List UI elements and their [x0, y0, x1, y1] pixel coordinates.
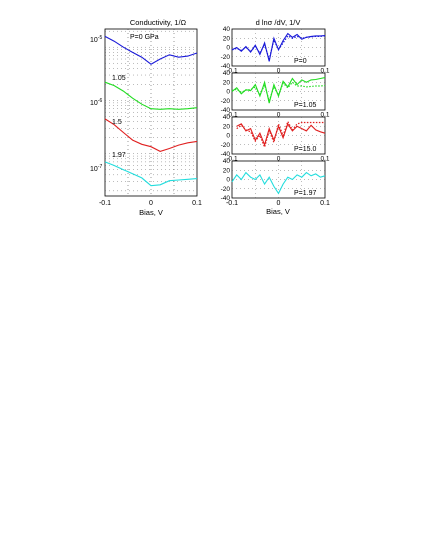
left-series-line-0	[104, 35, 198, 65]
right-x-axis-label: Bias, V	[266, 207, 290, 216]
left-series-label-3: 1.97	[112, 152, 126, 159]
right-panel-0-ytick-0: 40	[223, 26, 231, 33]
right-panel-1-xtick-1: 0	[277, 112, 281, 119]
right-panel-2-series-line	[236, 122, 326, 147]
right-panel-0-ytick-1: 20	[223, 35, 231, 42]
left-x-axis-label: Bias, V	[139, 208, 163, 217]
right-panel-2-xtick-0: -0.1	[226, 156, 238, 163]
left-chart-title: Conductivity, 1/Ω	[130, 18, 187, 27]
right-panel-3-ytick-3: -20	[221, 186, 231, 193]
right-panel-2-xtick-1: 0	[277, 156, 281, 163]
left-series-label-0: P=0 GPa	[130, 34, 159, 41]
right-panel-0-xtick-2: 0.1	[320, 68, 329, 75]
left-xtick-1: 0	[149, 200, 153, 207]
left-ytick-2: 10-7	[90, 164, 102, 173]
right-bottom-xtick-0: -0.1	[226, 200, 238, 207]
left-x-ticks: -0.1 0 0.1	[99, 200, 202, 207]
left-series-label-1: 1.05	[112, 75, 126, 82]
right-panel-2-ytick-3: -20	[221, 142, 231, 149]
right-panel-2-fit-line	[236, 120, 325, 149]
right-panel-3-ytick-4: -40	[221, 195, 231, 202]
right-panel-1-ytick-2: 0	[226, 89, 230, 96]
left-xtick-0: -0.1	[99, 200, 111, 207]
right-panel-2-ytick-0: 40	[223, 114, 231, 121]
right-chart-title: d lnσ /dV, 1/V	[256, 18, 301, 27]
right-panel-0-ytick-3: -20	[221, 54, 231, 61]
left-xtick-2: 0.1	[192, 200, 202, 207]
left-ytick-0: 10-5	[90, 35, 102, 44]
right-panel-3-series-line	[231, 171, 326, 195]
right-panel-3-ytick-1: 20	[223, 167, 231, 174]
right-panel-0: 40 20 0 -20 -40-0.1 0 0.1 P=0	[221, 26, 330, 74]
right-panel-0-xtick-0: -0.1	[226, 68, 238, 75]
right-panel-2-ytick-4: -40	[221, 151, 231, 158]
left-y-ticks: 10-5 10-6 10-7	[90, 35, 102, 173]
right-panel-2-ytick-2: 0	[226, 133, 230, 140]
left-series-line-1	[104, 81, 198, 110]
right-bottom-xtick-1: 0	[277, 200, 281, 207]
right-panel-1-ytick-4: -40	[221, 107, 231, 114]
right-panel-1-label: P=1.05	[294, 102, 316, 109]
right-panel-1-ytick-1: 20	[223, 79, 231, 86]
right-panel-1-ytick-3: -20	[221, 98, 231, 105]
right-panel-1-xtick-2: 0.1	[320, 112, 329, 119]
right-panel-2-xtick-2: 0.1	[320, 156, 329, 163]
right-bottom-xtick-2: 0.1	[320, 200, 330, 207]
right-panel-3-ytick-0: 40	[223, 158, 231, 165]
right-panel-3-label: P=1.97	[294, 190, 316, 197]
right-panel-0-ytick-4: -40	[221, 63, 231, 70]
left-plot-area	[104, 28, 198, 197]
right-panel-1-xtick-0: -0.1	[226, 112, 238, 119]
left-ytick-1: 10-6	[90, 98, 102, 107]
right-panel-0-xtick-1: 0	[277, 68, 281, 75]
right-panel-2-label: P=15.0	[294, 146, 316, 153]
right-panel-1-fit-line	[231, 81, 326, 103]
left-series-line-2	[104, 118, 198, 152]
left-series-label-2: 1.5	[112, 119, 122, 126]
left-series-labels: P=0 GPa 1.05 1.5 1.97	[112, 34, 159, 159]
right-panel-0-label: P=0	[294, 58, 307, 65]
right-panel-3-ytick-2: 0	[226, 177, 230, 184]
right-panel-2-ytick-1: 20	[223, 123, 231, 130]
right-panel-1-ytick-0: 40	[223, 70, 231, 77]
right-panel-0-ytick-2: 0	[226, 45, 230, 52]
right-panel-0-fit-line	[231, 35, 326, 62]
left-series-line-3	[104, 161, 198, 187]
